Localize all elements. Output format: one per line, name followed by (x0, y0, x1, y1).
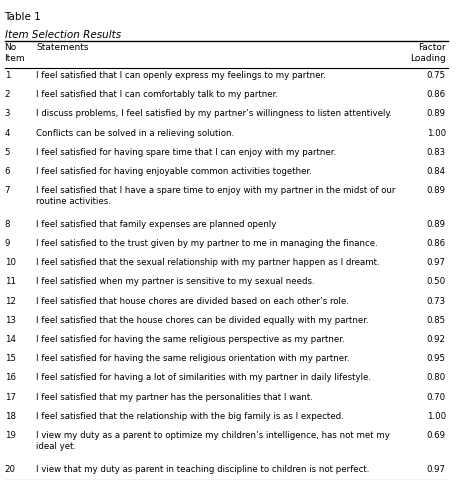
Text: I feel satisfied that I have a spare time to enjoy with my partner in the midst : I feel satisfied that I have a spare tim… (36, 186, 396, 206)
Text: 6: 6 (5, 167, 10, 176)
Text: 0.95: 0.95 (427, 354, 446, 363)
Text: 0.73: 0.73 (427, 297, 446, 306)
Text: 0.86: 0.86 (427, 90, 446, 99)
Text: I feel satisfied that house chores are divided based on each other’s role.: I feel satisfied that house chores are d… (36, 297, 349, 306)
Text: I feel satisfied that the sexual relationship with my partner happen as I dreamt: I feel satisfied that the sexual relatio… (36, 258, 380, 267)
Text: 0.97: 0.97 (427, 465, 446, 474)
Text: 13: 13 (5, 316, 16, 325)
Text: Factor
Loading: Factor Loading (410, 43, 446, 62)
Text: 17: 17 (5, 393, 16, 402)
Text: 18: 18 (5, 412, 16, 421)
Text: I feel satisfied to the trust given by my partner to me in managing the finance.: I feel satisfied to the trust given by m… (36, 239, 378, 248)
Text: I feel satisfied that I can openly express my feelings to my partner.: I feel satisfied that I can openly expre… (36, 71, 326, 80)
Text: 1: 1 (5, 71, 10, 80)
Text: 0.83: 0.83 (427, 148, 446, 157)
Text: I feel satisfied that the relationship with the big family is as I expected.: I feel satisfied that the relationship w… (36, 412, 344, 421)
Text: 11: 11 (5, 277, 16, 287)
Text: Conflicts can be solved in a relieving solution.: Conflicts can be solved in a relieving s… (36, 129, 234, 138)
Text: 0.70: 0.70 (427, 393, 446, 402)
Text: 0.86: 0.86 (427, 239, 446, 248)
Text: 1.00: 1.00 (427, 129, 446, 138)
Text: I feel satisfied when my partner is sensitive to my sexual needs.: I feel satisfied when my partner is sens… (36, 277, 315, 287)
Text: I feel satisfied for having a lot of similarities with my partner in daily lifes: I feel satisfied for having a lot of sim… (36, 373, 371, 383)
Text: 5: 5 (5, 148, 10, 157)
Text: 0.89: 0.89 (427, 220, 446, 229)
Text: 9: 9 (5, 239, 10, 248)
Text: 4: 4 (5, 129, 10, 138)
Text: 0.85: 0.85 (427, 316, 446, 325)
Text: Table 1: Table 1 (5, 12, 41, 22)
Text: 1.00: 1.00 (427, 412, 446, 421)
Text: No
Item: No Item (5, 43, 25, 62)
Text: I feel satisfied for having the same religious orientation with my partner.: I feel satisfied for having the same rel… (36, 354, 350, 363)
Text: 0.89: 0.89 (427, 109, 446, 119)
Text: 10: 10 (5, 258, 16, 267)
Text: 0.69: 0.69 (427, 431, 446, 440)
Text: I feel satisfied that my partner has the personalities that I want.: I feel satisfied that my partner has the… (36, 393, 313, 402)
Text: I view that my duty as parent in teaching discipline to children is not perfect.: I view that my duty as parent in teachin… (36, 465, 370, 474)
Text: 2: 2 (5, 90, 10, 99)
Text: I feel satisfied for having the same religious perspective as my partner.: I feel satisfied for having the same rel… (36, 335, 345, 344)
Text: I view my duty as a parent to optimize my children’s intelligence, has not met m: I view my duty as a parent to optimize m… (36, 431, 390, 451)
Text: I feel satisfied that I can comfortably talk to my partner.: I feel satisfied that I can comfortably … (36, 90, 278, 99)
Text: Item Selection Results: Item Selection Results (5, 30, 121, 40)
Text: I discuss problems, I feel satisfied by my partner’s willingness to listen atten: I discuss problems, I feel satisfied by … (36, 109, 392, 119)
Text: 12: 12 (5, 297, 16, 306)
Text: Statements: Statements (36, 43, 89, 52)
Text: 16: 16 (5, 373, 16, 383)
Text: 0.97: 0.97 (427, 258, 446, 267)
Text: 20: 20 (5, 465, 16, 474)
Text: 3: 3 (5, 109, 10, 119)
Text: 8: 8 (5, 220, 10, 229)
Text: I feel satisfied that the house chores can be divided equally with my partner.: I feel satisfied that the house chores c… (36, 316, 369, 325)
Text: 7: 7 (5, 186, 10, 195)
Text: 0.92: 0.92 (427, 335, 446, 344)
Text: 14: 14 (5, 335, 16, 344)
Text: 0.75: 0.75 (427, 71, 446, 80)
Text: 0.50: 0.50 (427, 277, 446, 287)
Text: 0.80: 0.80 (427, 373, 446, 383)
Text: 15: 15 (5, 354, 16, 363)
Text: I feel satisfied for having spare time that I can enjoy with my partner.: I feel satisfied for having spare time t… (36, 148, 337, 157)
Text: 0.89: 0.89 (427, 186, 446, 195)
Text: 0.84: 0.84 (427, 167, 446, 176)
Text: 19: 19 (5, 431, 15, 440)
Text: I feel satisfied for having enjoyable common activities together.: I feel satisfied for having enjoyable co… (36, 167, 312, 176)
Text: I feel satisfied that family expenses are planned openly: I feel satisfied that family expenses ar… (36, 220, 277, 229)
